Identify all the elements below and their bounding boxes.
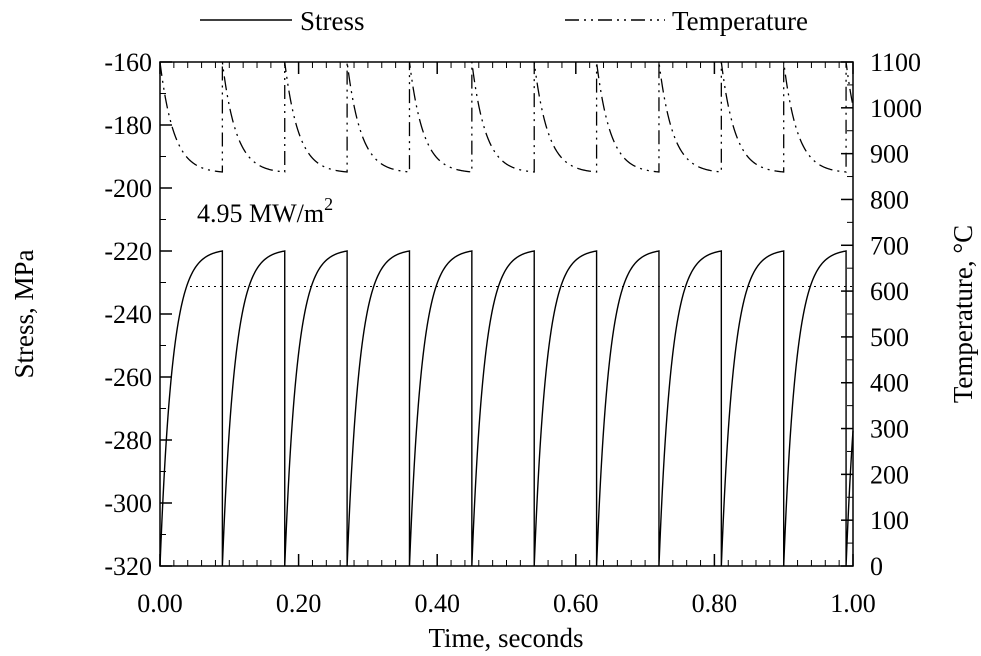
stress-line: [159, 250, 854, 567]
legend-stress-label: Stress: [300, 6, 365, 36]
y2-tick-label: 700: [870, 231, 909, 260]
y-tick-label: -220: [104, 237, 152, 266]
y2-tick-label: 300: [870, 415, 909, 444]
y2-tick-label: 500: [870, 323, 909, 352]
x-tick-label: 0.20: [276, 589, 322, 618]
y2-tick-label: 800: [870, 185, 909, 214]
y2-tick-label: 400: [870, 369, 909, 398]
y2-tick-label: 200: [870, 460, 909, 489]
x-tick-label: 0.00: [137, 589, 183, 618]
y2-tick-label: 600: [870, 277, 909, 306]
x-tick-label: 0.40: [414, 589, 460, 618]
temperature-series: [159, 61, 854, 173]
plot-frame: [159, 61, 854, 567]
y-tick-label: -180: [104, 111, 152, 140]
y-tick-label: -260: [104, 363, 152, 392]
plot-area: [159, 61, 854, 567]
y2-tick-label: 0: [870, 552, 883, 581]
y2-tick-label: 100: [870, 506, 909, 535]
legend: Stress Temperature: [200, 6, 808, 36]
y2-tick-label: 1000: [870, 94, 922, 123]
y-tick-label: -240: [104, 300, 152, 329]
heat-flux-value: 4.95 MW/m: [197, 199, 324, 228]
y-tick-label: -320: [104, 552, 152, 581]
x-tick-label: 0.60: [553, 589, 599, 618]
heat-flux-annotation: 4.95 MW/m2: [197, 194, 333, 228]
legend-temperature-label: Temperature: [672, 6, 808, 36]
heat-flux-superscript: 2: [324, 194, 333, 214]
x-axis: 0.00 0.20 0.40 0.60 0.80 1.00: [137, 62, 876, 618]
x-tick-label: 0.80: [692, 589, 738, 618]
stress-series: [159, 250, 854, 567]
y-tick-label: -160: [104, 48, 152, 77]
y-axis-title: Stress, MPa: [9, 249, 39, 378]
y-tick-label: -280: [104, 426, 152, 455]
y2-tick-label: 1100: [870, 48, 921, 77]
x-tick-label: 1.00: [830, 589, 876, 618]
temperature-line: [159, 61, 854, 173]
y-tick-label: -300: [104, 489, 152, 518]
y2-axis-title: Temperature, °C: [948, 225, 978, 403]
x-axis-title: Time, seconds: [428, 623, 583, 653]
y-tick-label: -200: [104, 174, 152, 203]
y-axis-left: -160 -180 -200 -220 -240 -260 -280 -300 -320: [104, 48, 172, 581]
y2-tick-label: 900: [870, 140, 909, 169]
